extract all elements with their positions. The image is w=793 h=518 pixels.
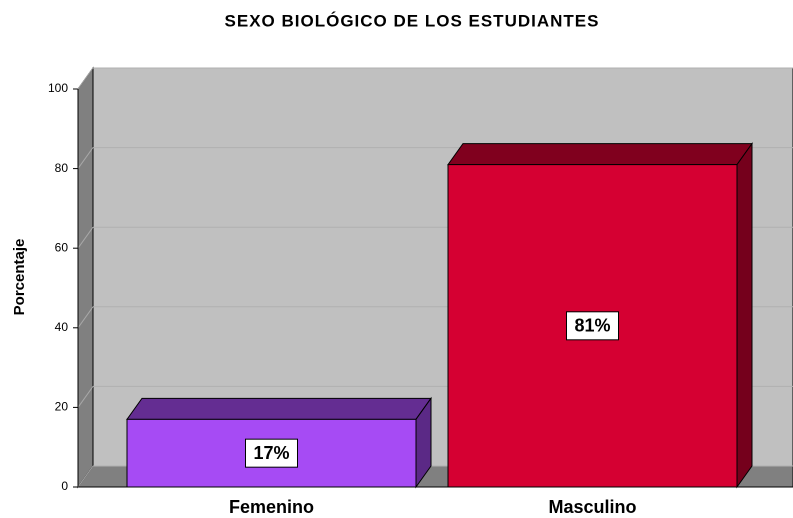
grid-line xyxy=(77,67,94,90)
y-tick-label: 100 xyxy=(48,81,68,95)
grid-line xyxy=(77,465,94,488)
grid-line xyxy=(77,306,94,329)
data-label: 17% xyxy=(253,443,289,463)
x-tick-label: Masculino xyxy=(548,497,636,517)
grid-line xyxy=(77,147,94,169)
y-tick-label: 80 xyxy=(55,161,69,175)
bar-side xyxy=(736,142,753,489)
grid-line xyxy=(77,226,94,249)
bar-top xyxy=(447,143,753,166)
y-tick-label: 0 xyxy=(61,479,68,493)
grid-line xyxy=(77,386,94,408)
y-tick-label: 60 xyxy=(55,240,69,254)
bar-top xyxy=(126,397,432,420)
data-label: 81% xyxy=(574,316,610,336)
y-tick-label: 20 xyxy=(55,400,69,414)
x-tick-label: Femenino xyxy=(229,497,314,517)
y-tick-label: 40 xyxy=(55,320,69,334)
side-wall xyxy=(77,66,94,489)
y-axis-label: Porcentaje xyxy=(11,239,28,316)
data-label-box xyxy=(566,311,619,341)
data-label-box xyxy=(245,438,298,468)
chart-title: SEXO BIOLÓGICO DE LOS ESTUDIANTES xyxy=(225,11,600,30)
